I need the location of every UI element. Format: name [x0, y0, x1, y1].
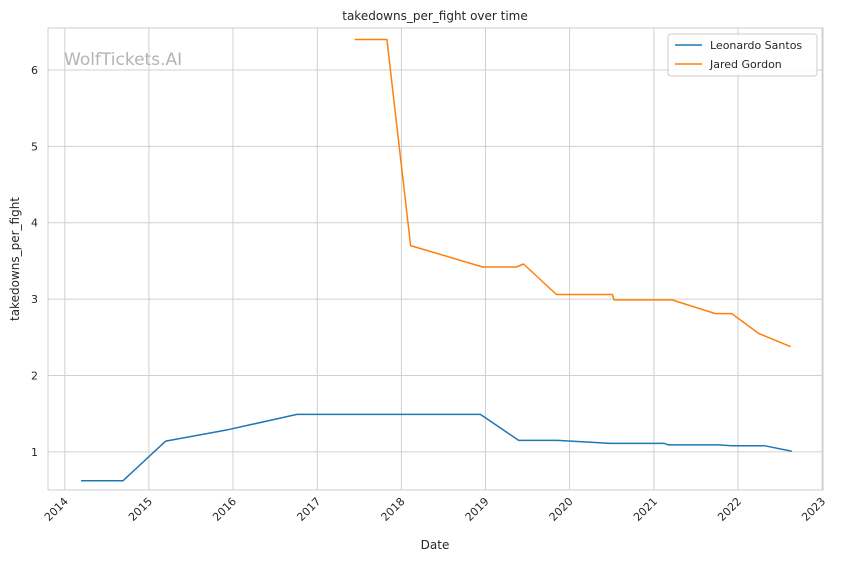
x-axis-label: Date [421, 538, 450, 552]
y-tick-label: 4 [31, 217, 38, 230]
chart-title: takedowns_per_fight over time [342, 9, 528, 23]
y-tick-label: 5 [31, 140, 38, 153]
legend-label: Jared Gordon [709, 58, 782, 71]
y-axis-label: takedowns_per_fight [8, 197, 22, 321]
x-tick-label: 2020 [547, 495, 576, 524]
x-tick-label: 2022 [715, 495, 744, 524]
y-tick-label: 2 [31, 369, 38, 382]
gridlines [48, 28, 823, 490]
x-tick-label: 2017 [294, 495, 323, 524]
x-tick-label: 2023 [799, 495, 828, 524]
x-tick-label: 2014 [42, 495, 71, 524]
y-tick-label: 6 [31, 64, 38, 77]
series-lines [80, 38, 792, 482]
watermark-text: WolfTickets.AI [64, 50, 182, 70]
x-tick-label: 2018 [379, 495, 408, 524]
y-tick-label: 3 [31, 293, 38, 306]
legend: Leonardo Santos Jared Gordon [667, 33, 818, 77]
x-tick-label: 2021 [631, 495, 660, 524]
series-line-0 [80, 413, 792, 482]
x-tick-label: 2019 [463, 495, 492, 524]
y-tick-label: 1 [31, 446, 38, 459]
legend-label: Leonardo Santos [710, 39, 802, 52]
legend-box [667, 33, 818, 77]
plot-area [47, 27, 824, 491]
x-tick-label: 2016 [210, 495, 239, 524]
x-tick-label: 2015 [126, 495, 155, 524]
series-line-1 [354, 38, 791, 348]
